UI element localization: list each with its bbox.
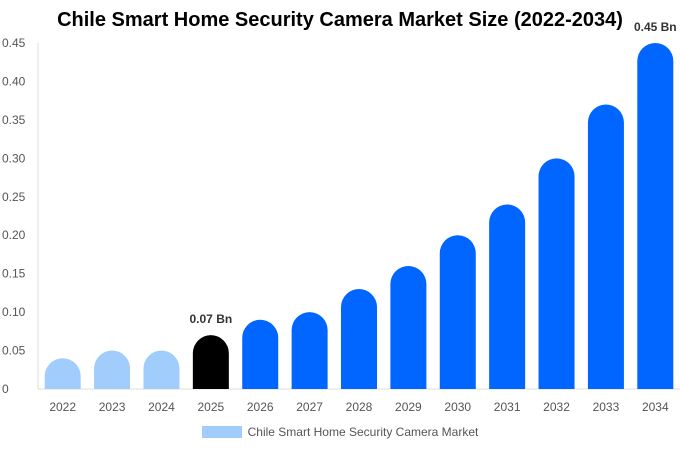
bar-2023: [94, 350, 131, 389]
bar-2032: [538, 158, 575, 389]
data-label: 0.45 Bn: [634, 20, 677, 34]
y-tick-label: 0.40: [2, 74, 26, 88]
x-tick-label: 2026: [247, 400, 274, 414]
x-tick-label: 2029: [395, 400, 422, 414]
x-tick-label: 2028: [346, 400, 373, 414]
data-label: 0.07 Bn: [190, 312, 233, 326]
x-tick-label: 2024: [148, 400, 175, 414]
legend-label: Chile Smart Home Security Camera Market: [247, 425, 479, 439]
y-tick-label: 0: [2, 382, 9, 396]
y-tick-label: 0.05: [2, 344, 26, 358]
y-tick-label: 0.20: [2, 228, 26, 242]
x-tick-label: 2025: [197, 400, 224, 414]
x-tick-label: 2027: [296, 400, 323, 414]
bar-2033: [587, 104, 624, 389]
bar-2024: [143, 350, 180, 389]
x-tick-label: 2022: [49, 400, 76, 414]
bar-2029: [390, 265, 427, 389]
bar-2022: [44, 358, 81, 389]
x-tick-label: 2023: [99, 400, 126, 414]
x-tick-label: 2033: [593, 400, 620, 414]
bar-2026: [242, 319, 279, 389]
bar-2031: [489, 204, 526, 389]
bar-2034: [637, 43, 674, 389]
y-tick-label: 0.30: [2, 151, 26, 165]
bar-2028: [341, 289, 377, 389]
y-tick-label: 0.10: [2, 305, 26, 319]
bar-2030: [439, 235, 476, 389]
x-tick-label: 2032: [543, 400, 570, 414]
bar-2025: [192, 335, 229, 389]
chart-title: Chile Smart Home Security Camera Market …: [57, 9, 623, 31]
y-tick-label: 0.45: [2, 36, 26, 50]
x-tick-label: 2034: [642, 400, 669, 414]
x-tick-label: 2031: [494, 400, 521, 414]
y-tick-label: 0.35: [2, 113, 26, 127]
y-tick-label: 0.25: [2, 190, 26, 204]
y-tick-label: 0.15: [2, 267, 26, 281]
bar-2027: [291, 312, 328, 389]
legend-swatch: [201, 426, 242, 438]
x-tick-label: 2030: [444, 400, 471, 414]
legend: Chile Smart Home Security Camera Market: [0, 425, 680, 439]
